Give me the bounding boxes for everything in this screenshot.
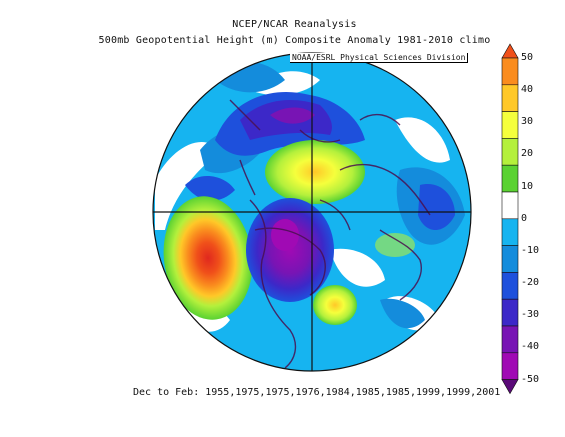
colorbar-tick-label: -30 (521, 309, 540, 321)
colorbar-tick-label: 40 (521, 84, 534, 96)
colorbar (501, 43, 519, 395)
colorbar-cell (501, 272, 519, 300)
colorbar-cell (501, 57, 519, 86)
colorbar-cell (501, 111, 519, 139)
map-subtitle: 500mb Geopotential Height (m) Composite … (98, 35, 491, 46)
colorbar-cell (501, 298, 519, 327)
colorbar-tick-label: 20 (521, 148, 534, 160)
colorbar-cell (501, 191, 519, 220)
colorbar-tick-label: -20 (521, 277, 540, 289)
colorbar-cell (501, 164, 519, 193)
colorbar-cell (501, 245, 519, 273)
colorbar-tick-label: 50 (521, 52, 534, 63)
colorbar-cell (501, 138, 519, 166)
colorbar-top-arrow (501, 43, 519, 59)
colorbar-tick-label: -40 (521, 341, 540, 353)
colorbar-tick-label: -10 (521, 244, 540, 256)
colorbar-bottom-arrow (501, 379, 519, 395)
date-footer: Dec to Feb: 1955,1975,1975,1976,1984,198… (133, 387, 501, 398)
colorbar-cell (501, 325, 519, 354)
colorbar-tick-label: 0 (521, 212, 528, 224)
credit-label: NOAA/ESRL Physical Sciences Division (290, 53, 469, 63)
colorbar-cell (501, 218, 519, 246)
colorbar-tick-label: 10 (521, 180, 534, 192)
colorbar-cell (501, 352, 519, 380)
colorbar-tick-label: 30 (521, 116, 534, 128)
colorbar-tick-label: -50 (521, 373, 540, 385)
colorbar-cell (501, 84, 519, 112)
map-title: NCEP/NCAR Reanalysis (232, 19, 357, 30)
